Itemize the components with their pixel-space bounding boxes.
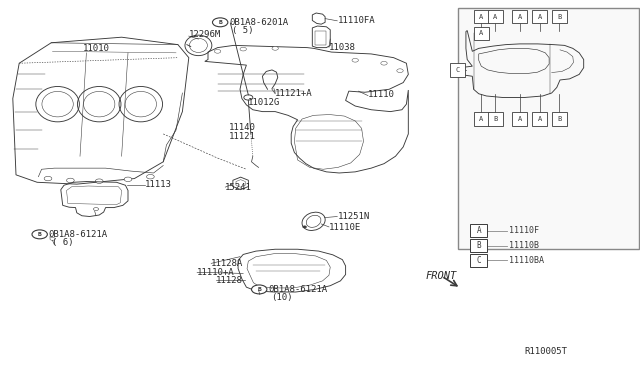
Circle shape (240, 47, 246, 51)
Circle shape (303, 226, 307, 228)
Circle shape (214, 49, 221, 53)
FancyBboxPatch shape (512, 10, 527, 23)
FancyBboxPatch shape (552, 10, 567, 23)
Text: A: A (538, 116, 541, 122)
Circle shape (381, 61, 387, 65)
Text: 12296M: 12296M (189, 30, 221, 39)
Text: ( 6): ( 6) (52, 238, 74, 247)
Text: B: B (557, 14, 561, 20)
Circle shape (32, 230, 47, 239)
Text: A: A (479, 14, 483, 20)
Text: 11010: 11010 (83, 44, 110, 53)
Text: 11038: 11038 (329, 43, 356, 52)
Text: B: B (257, 287, 261, 292)
Text: (10): (10) (271, 293, 293, 302)
Circle shape (397, 69, 403, 73)
Circle shape (67, 178, 74, 183)
Text: 0B1A8-6121A: 0B1A8-6121A (268, 285, 327, 294)
Circle shape (272, 46, 278, 50)
Text: 11110FA: 11110FA (338, 16, 376, 25)
Text: 11110F: 11110F (509, 226, 540, 235)
FancyBboxPatch shape (512, 112, 527, 126)
Circle shape (124, 177, 132, 182)
Text: C: C (456, 67, 460, 73)
Text: 11012G: 11012G (248, 98, 280, 107)
Circle shape (50, 237, 55, 240)
Text: 11251N: 11251N (338, 212, 370, 221)
FancyBboxPatch shape (552, 112, 567, 126)
FancyBboxPatch shape (450, 63, 465, 77)
Text: 0B1A8-6201A: 0B1A8-6201A (229, 18, 288, 27)
FancyBboxPatch shape (474, 27, 489, 40)
Text: A: A (493, 14, 497, 20)
FancyBboxPatch shape (488, 112, 503, 126)
FancyBboxPatch shape (532, 10, 547, 23)
Text: C: C (476, 256, 481, 265)
Circle shape (256, 287, 261, 290)
Text: R110005T: R110005T (525, 347, 568, 356)
Text: 11128A: 11128A (211, 259, 243, 268)
Circle shape (93, 208, 99, 211)
Circle shape (95, 179, 103, 183)
FancyBboxPatch shape (488, 10, 503, 23)
Text: 11110BA: 11110BA (509, 256, 545, 265)
FancyBboxPatch shape (470, 254, 487, 267)
Text: 11113: 11113 (145, 180, 172, 189)
Bar (315, 31, 326, 45)
Text: B: B (38, 232, 42, 237)
Text: A: A (479, 31, 483, 36)
Text: B: B (493, 116, 497, 122)
Circle shape (212, 18, 228, 27)
FancyBboxPatch shape (474, 10, 489, 23)
Text: A: A (538, 14, 541, 20)
Text: B: B (218, 20, 222, 25)
Text: 11110B: 11110B (509, 241, 540, 250)
FancyBboxPatch shape (474, 112, 489, 126)
Text: A: A (479, 116, 483, 122)
Bar (458, 8, 639, 249)
Text: A: A (476, 226, 481, 235)
Text: ( 5): ( 5) (232, 26, 254, 35)
Circle shape (352, 58, 358, 62)
Text: A: A (518, 116, 522, 122)
Text: 11110: 11110 (368, 90, 395, 99)
Circle shape (244, 95, 253, 100)
Circle shape (252, 285, 267, 294)
Text: FRONT: FRONT (426, 271, 457, 281)
Text: 11128: 11128 (216, 276, 243, 285)
Circle shape (147, 174, 154, 179)
Text: B: B (557, 116, 561, 122)
Text: 11121: 11121 (229, 132, 256, 141)
Text: B: B (476, 241, 481, 250)
Text: 11121+A: 11121+A (275, 89, 313, 97)
Text: 11110+A: 11110+A (197, 268, 235, 277)
Text: 11110E: 11110E (329, 223, 361, 232)
Text: A: A (518, 14, 522, 20)
FancyBboxPatch shape (470, 239, 487, 252)
Text: 0B1A8-6121A: 0B1A8-6121A (49, 230, 108, 239)
Text: 11140: 11140 (229, 123, 256, 132)
Text: 15241: 15241 (225, 183, 252, 192)
Circle shape (44, 176, 52, 181)
FancyBboxPatch shape (470, 224, 487, 237)
FancyBboxPatch shape (532, 112, 547, 126)
